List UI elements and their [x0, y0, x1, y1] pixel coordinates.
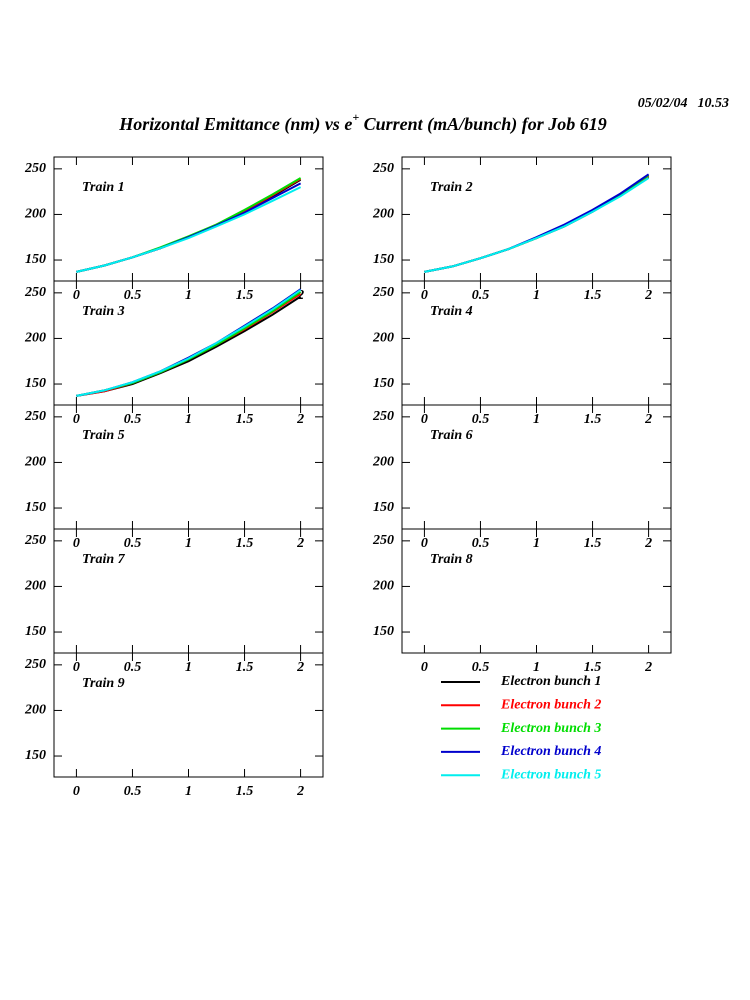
title-part: Current (mA/bunch) for Job 619: [359, 114, 607, 135]
legend-label: Electron bunch 5: [500, 767, 601, 782]
x-tick-label: 0.5: [472, 412, 490, 427]
title-sup: +: [352, 110, 359, 124]
x-tick-label: 1.5: [236, 660, 254, 675]
y-tick-label: 200: [372, 579, 394, 594]
x-tick-label: 0.5: [472, 288, 490, 303]
x-tick-label: 0: [73, 412, 80, 427]
x-tick-label: 0: [73, 536, 80, 551]
x-tick-label: 1: [185, 288, 192, 303]
y-tick-label: 200: [372, 331, 394, 346]
panel-label: Train 1: [82, 180, 125, 195]
x-tick-label: 2: [296, 660, 304, 675]
series-line: [424, 177, 650, 273]
legend-label: Electron bunch 3: [500, 721, 601, 736]
y-tick-label: 150: [25, 252, 46, 267]
y-tick-label: 250: [24, 161, 46, 176]
panel-label: Train 3: [82, 304, 125, 319]
x-tick-label: 2: [644, 536, 652, 551]
time: 10.53: [698, 96, 730, 111]
x-tick-label: 1: [185, 784, 192, 799]
legend-label: Electron bunch 1: [500, 674, 601, 689]
x-tick-label: 1.5: [584, 288, 602, 303]
x-tick-label: 2: [296, 412, 304, 427]
x-tick-label: 1: [185, 660, 192, 675]
panel-label: Train 6: [430, 428, 473, 443]
x-tick-label: 1.5: [236, 288, 254, 303]
panel-label: Train 5: [82, 428, 125, 443]
y-tick-label: 200: [372, 455, 394, 470]
y-tick-label: 250: [372, 409, 394, 424]
x-tick-label: 2: [644, 288, 652, 303]
title-part: Horizontal Emittance (nm) vs e: [118, 114, 352, 135]
y-tick-label: 150: [25, 500, 46, 515]
y-tick-label: 150: [373, 500, 394, 515]
y-tick-label: 150: [373, 252, 394, 267]
x-tick-label: 0: [421, 412, 428, 427]
y-tick-label: 200: [24, 703, 46, 718]
x-tick-label: 2: [296, 536, 304, 551]
y-tick-label: 200: [372, 207, 394, 222]
chart-title: Horizontal Emittance (nm) vs e+ Current …: [118, 110, 606, 135]
x-tick-label: 0.5: [124, 536, 142, 551]
x-tick-label: 0: [73, 288, 80, 303]
x-tick-label: 1.5: [584, 412, 602, 427]
x-tick-label: 0: [421, 660, 428, 675]
series-line: [76, 289, 302, 397]
x-tick-label: 1: [533, 536, 540, 551]
y-tick-label: 200: [24, 207, 46, 222]
x-tick-label: 0.5: [124, 288, 142, 303]
x-tick-label: 1.5: [584, 660, 602, 675]
plot-frame: [53, 156, 324, 282]
x-tick-label: 1: [533, 288, 540, 303]
x-tick-label: 1: [185, 412, 192, 427]
y-tick-label: 200: [24, 579, 46, 594]
y-tick-label: 250: [372, 533, 394, 548]
x-tick-label: 1: [533, 660, 540, 675]
x-tick-label: 0.5: [472, 536, 490, 551]
series-line: [76, 186, 302, 273]
y-tick-label: 250: [372, 161, 394, 176]
date: 05/02/04: [638, 96, 688, 111]
panel-label: Train 8: [430, 552, 473, 567]
legend-label: Electron bunch 2: [500, 698, 601, 713]
y-tick-label: 250: [372, 285, 394, 300]
x-tick-label: 0.5: [472, 660, 490, 675]
timestamp: 05/02/04 10.53: [638, 96, 729, 111]
y-tick-label: 200: [24, 331, 46, 346]
y-tick-label: 250: [24, 285, 46, 300]
y-tick-label: 150: [373, 624, 394, 639]
y-tick-label: 150: [373, 376, 394, 391]
panel-label: Train 9: [82, 676, 125, 691]
y-tick-label: 150: [25, 624, 46, 639]
x-tick-label: 1.5: [236, 412, 254, 427]
x-tick-label: 2: [644, 660, 652, 675]
x-tick-label: 0: [73, 784, 80, 799]
x-tick-label: 1: [533, 412, 540, 427]
x-tick-label: 0: [421, 536, 428, 551]
x-tick-label: 2: [296, 784, 304, 799]
x-tick-label: 0: [73, 660, 80, 675]
y-tick-label: 150: [25, 376, 46, 391]
x-tick-label: 0.5: [124, 412, 142, 427]
x-tick-label: 2: [644, 412, 652, 427]
panel-label: Train 4: [430, 304, 473, 319]
y-tick-label: 250: [24, 657, 46, 672]
x-tick-label: 1.5: [236, 536, 254, 551]
x-tick-label: 1.5: [236, 784, 254, 799]
y-tick-label: 250: [24, 409, 46, 424]
legend-label: Electron bunch 4: [500, 744, 601, 759]
y-tick-label: 150: [25, 748, 46, 763]
x-tick-label: 0.5: [124, 784, 142, 799]
x-tick-label: 1: [185, 536, 192, 551]
panel-label: Train 7: [82, 552, 126, 567]
y-tick-label: 250: [24, 533, 46, 548]
panel-label: Train 2: [430, 180, 473, 195]
y-tick-label: 200: [24, 455, 46, 470]
plot-frame: [401, 156, 672, 282]
x-tick-label: 0: [421, 288, 428, 303]
x-tick-label: 0.5: [124, 660, 142, 675]
x-tick-label: 1.5: [584, 536, 602, 551]
